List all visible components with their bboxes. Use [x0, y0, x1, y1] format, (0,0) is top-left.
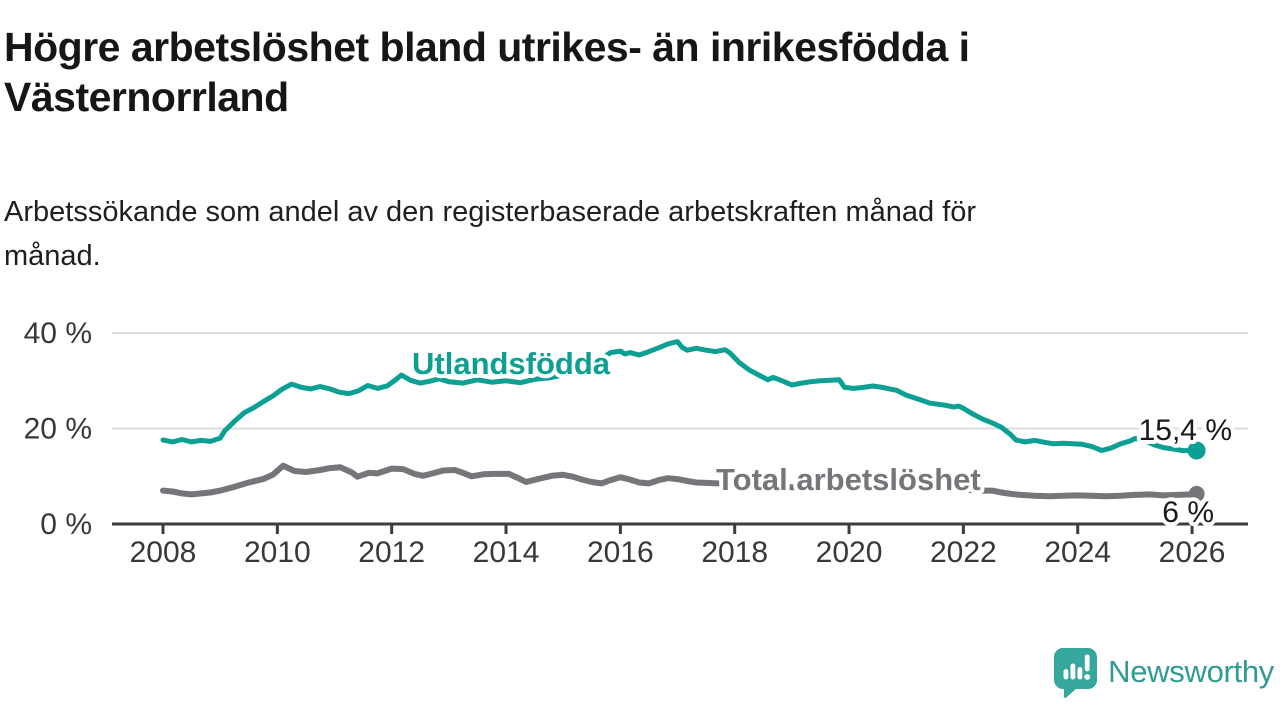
- logo-bar-2: [1070, 663, 1076, 680]
- x-axis-label-2012: 2012: [358, 536, 425, 569]
- x-axis-label-2020: 2020: [816, 536, 883, 569]
- series-line-total-arbetsl-shet: [160, 462, 1200, 500]
- y-axis-label-0: 0 %: [40, 508, 92, 541]
- newsworthy-logo: Newsworthy: [1052, 646, 1274, 698]
- y-axis-label-20: 20 %: [24, 413, 92, 446]
- x-axis-label-2010: 2010: [244, 536, 311, 569]
- series-line-utlandsf-dda: [160, 339, 1200, 454]
- chart-title-line-1: Högre arbetslöshet bland utrikes- än inr…: [4, 24, 970, 70]
- series-label-total-arbetsl-shet: Total arbetslöshet: [716, 462, 981, 497]
- x-axis-label-2024: 2024: [1044, 536, 1111, 569]
- logo-exclamation-dot: [1084, 674, 1091, 680]
- series-label-utlandsf-dda: Utlandsfödda: [412, 346, 611, 381]
- logo-bar-1: [1063, 669, 1069, 680]
- chart-title-line-2: Västernorrland: [4, 74, 289, 120]
- chart-title: Högre arbetslöshet bland utrikes- än inr…: [4, 22, 970, 122]
- x-axis-label-2014: 2014: [473, 536, 540, 569]
- newsworthy-logo-text: Newsworthy: [1108, 654, 1274, 689]
- chart-header: Högre arbetslöshet bland utrikes- än inr…: [4, 22, 970, 122]
- x-axis-label-2022: 2022: [930, 536, 997, 569]
- series-endpoint-dot-utlandsf-dda: [1187, 441, 1206, 460]
- x-axis-label-2008: 2008: [130, 536, 197, 569]
- series-endpoint-dot-total-arbetsl-shet: [1188, 485, 1205, 502]
- logo-bubble-shape: [1054, 648, 1098, 698]
- chart-subtitle-line-2: månad.: [4, 240, 101, 272]
- newsworthy-speech-bubble-chart-icon: [1054, 648, 1098, 698]
- logo-exclamation-stem: [1084, 654, 1090, 672]
- chart-subtitle: Arbetssökande som andel av den registerb…: [4, 190, 976, 278]
- x-axis-label-2016: 2016: [587, 536, 654, 569]
- chart-subtitle-line-1: Arbetssökande som andel av den registerb…: [4, 196, 977, 228]
- y-axis-label-40: 40 %: [24, 317, 92, 350]
- end-value-label-utlandsf-dda: 15,4 %: [1139, 414, 1232, 447]
- x-axis-label-2018: 2018: [701, 536, 768, 569]
- end-value-label-total-arbetsl-shet: 6 %: [1162, 496, 1214, 529]
- logo-bar-3: [1077, 667, 1083, 680]
- x-axis-label-2026: 2026: [1159, 536, 1226, 569]
